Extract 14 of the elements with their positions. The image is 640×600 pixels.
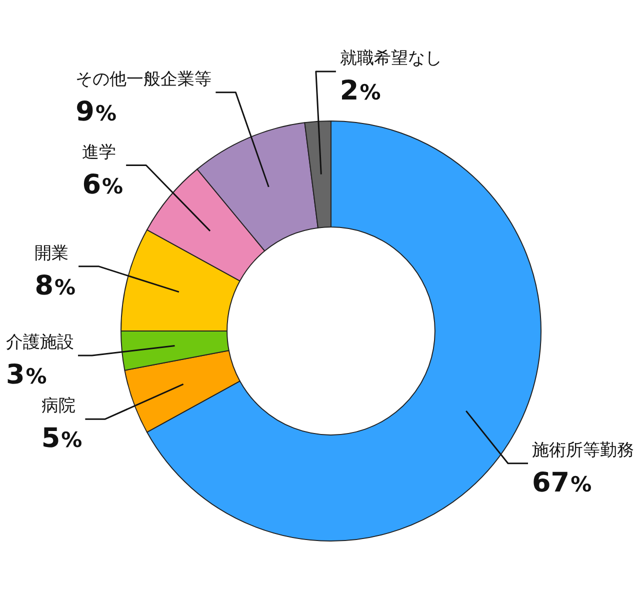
slice-label: 病院 <box>41 396 76 416</box>
data-label: 8% <box>34 270 76 302</box>
data-label: 2% <box>340 76 381 107</box>
data-label: 5% <box>41 423 82 454</box>
data-label: 3% <box>6 359 47 390</box>
slice-label: その他一般企業等 <box>76 69 212 90</box>
slice-label: 施術所等勤務 <box>532 440 634 460</box>
data-label: 9% <box>76 96 117 128</box>
slice-label: 介護施設 <box>6 332 74 352</box>
slice-label: 開業 <box>34 243 69 264</box>
slice-label: 就職希望なし <box>340 48 442 69</box>
data-label: 6% <box>82 169 124 200</box>
slice-label: 進学 <box>82 142 116 162</box>
data-label: 67% <box>532 467 592 498</box>
